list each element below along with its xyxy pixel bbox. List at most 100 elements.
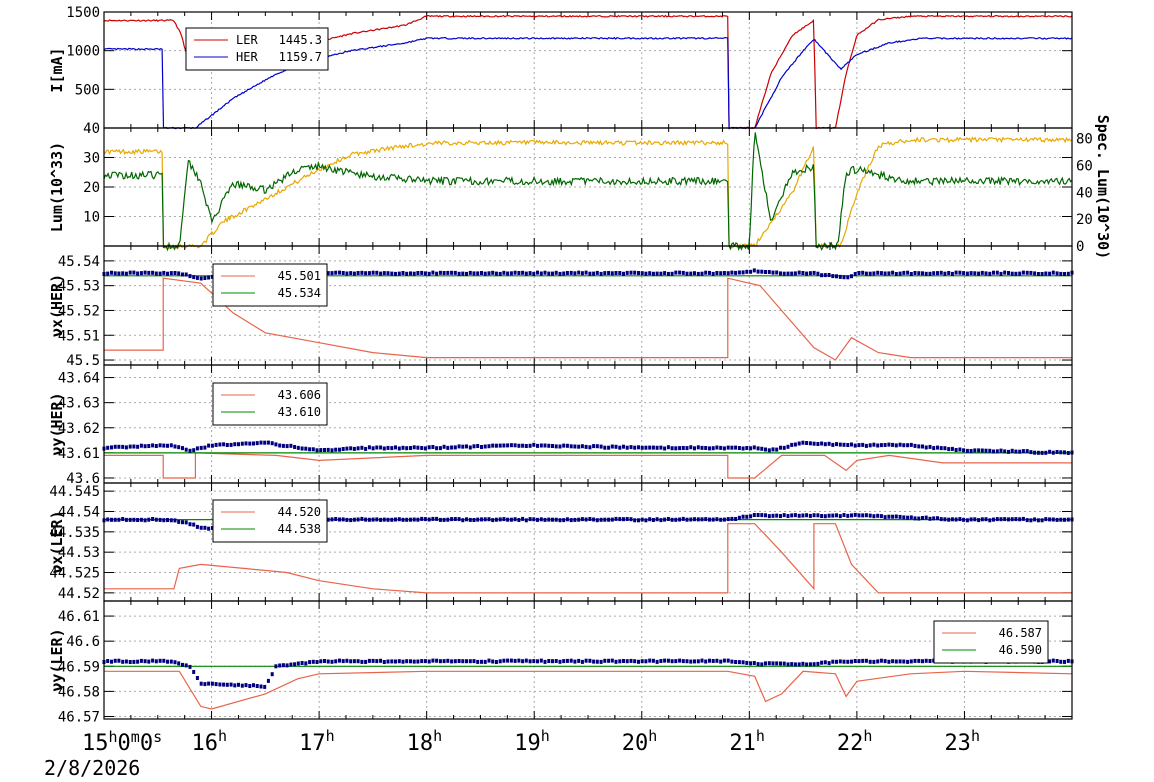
series-measured-point (110, 445, 113, 450)
series-measured-point (233, 683, 237, 688)
series-measured-point (248, 684, 252, 688)
series-measured-point (670, 517, 674, 522)
series-measured-point (229, 442, 233, 447)
series-measured-point (166, 518, 169, 522)
series-measured-point (700, 271, 704, 276)
series-measured-point (222, 442, 226, 447)
series-measured-point (618, 271, 622, 275)
series-measured-point (633, 445, 637, 450)
series-measured-point (334, 659, 338, 664)
series-measured-point (614, 444, 618, 449)
series-measured-point (468, 517, 472, 522)
series-measured-point (936, 445, 939, 450)
chart-panel-5: 44.52 44.525 44.53 44.535 44.54 44.545 νx(LER)… (48, 482, 1074, 602)
series-measured-point (977, 271, 981, 276)
series-measured-point (745, 660, 749, 665)
y-tick-label: 46.6 (66, 634, 100, 650)
series-measured-point (382, 517, 386, 522)
series-measured-point (147, 659, 151, 664)
series-measured-point (633, 659, 637, 664)
series-measured-point (528, 271, 532, 276)
series-measured-point (543, 659, 547, 664)
series-measured-point (412, 445, 416, 450)
series-measured-point (551, 444, 554, 448)
series-measured-point (375, 445, 379, 450)
series-measured-point (528, 443, 532, 448)
series-measured-point (356, 271, 360, 275)
series-measured-point (136, 271, 140, 276)
series-measured-point (782, 661, 786, 666)
legend-label: HER (236, 50, 258, 64)
series-measured-point (465, 444, 468, 449)
series-measured-point (853, 659, 857, 663)
series-measured-point (932, 516, 936, 521)
series-measured-point (300, 661, 304, 665)
series-measured-point (457, 444, 461, 449)
series-measured-point (767, 270, 771, 274)
y-tick-label: 44.545 (49, 484, 100, 500)
series-measured-point (749, 514, 753, 519)
series-measured-point (203, 276, 207, 280)
series-measured-point (924, 445, 928, 450)
series-measured-point (730, 270, 734, 275)
series-measured-point (427, 271, 431, 276)
series-measured-point (835, 274, 838, 279)
series-measured-point (364, 271, 368, 276)
series-measured-point (554, 659, 558, 663)
y-axis-label: νy(LER) (48, 628, 66, 691)
series-measured-point (203, 445, 207, 450)
series-measured-point (214, 682, 218, 687)
series-measured-point (872, 514, 876, 519)
x-tick-label-text: 22h (837, 727, 873, 756)
series-measured-point (887, 442, 891, 447)
y-axis-label: I[mA] (48, 47, 66, 92)
series-measured-point (730, 445, 734, 450)
series-measured-point (891, 270, 895, 275)
series-measured-point (506, 658, 510, 663)
series-measured-point (965, 271, 969, 276)
series-measured-point (607, 517, 611, 522)
series-measured-point (169, 518, 173, 523)
series-measured-point (1003, 449, 1007, 454)
series-measured-point (659, 271, 663, 276)
series-measured-point (491, 270, 495, 275)
series-measured-point (506, 517, 510, 522)
series-measured-point (1014, 271, 1018, 276)
series-measured-point (151, 658, 155, 663)
y-tick-label: 1500 (66, 5, 100, 21)
chart-panel-1: 500 1000 1500 I[mA] LER 1445.3 HER 1159.7 (48, 5, 1073, 130)
series-measured-point (438, 659, 442, 664)
series-measured-point (528, 517, 532, 522)
series-measured-point (524, 444, 528, 448)
series-measured-point (749, 269, 753, 274)
series-measured-point (1036, 272, 1040, 276)
series-measured-point (1055, 271, 1059, 276)
series-measured-point (835, 513, 838, 518)
series-measured-point (764, 513, 767, 518)
series-measured-point (898, 442, 902, 447)
series-measured-point (670, 271, 674, 276)
series-measured-point (980, 448, 984, 453)
series-measured-point (592, 517, 596, 522)
series-measured-point (1063, 450, 1066, 455)
legend: 45.501 45.534 (212, 263, 328, 307)
series-measured-point (1059, 517, 1063, 522)
series-measured-point (943, 446, 947, 451)
series-lum-line (103, 132, 1073, 252)
series-measured-point (771, 270, 775, 275)
series-fit-line (104, 452, 1072, 479)
y-tick-label: 43.63 (58, 396, 100, 412)
series-measured-point (1018, 271, 1022, 276)
series-measured-point (330, 517, 334, 522)
series-measured-point (498, 517, 502, 522)
series-measured-point (334, 270, 338, 275)
series-measured-point (1029, 270, 1033, 275)
series-measured-point (371, 446, 375, 451)
series-measured-point (210, 681, 214, 686)
series-measured-point (618, 445, 622, 450)
series-measured-point (928, 516, 932, 521)
series-measured-point (603, 658, 607, 663)
series-measured-point (409, 446, 412, 450)
series-measured-point (128, 444, 132, 449)
series-measured-point (207, 443, 211, 448)
